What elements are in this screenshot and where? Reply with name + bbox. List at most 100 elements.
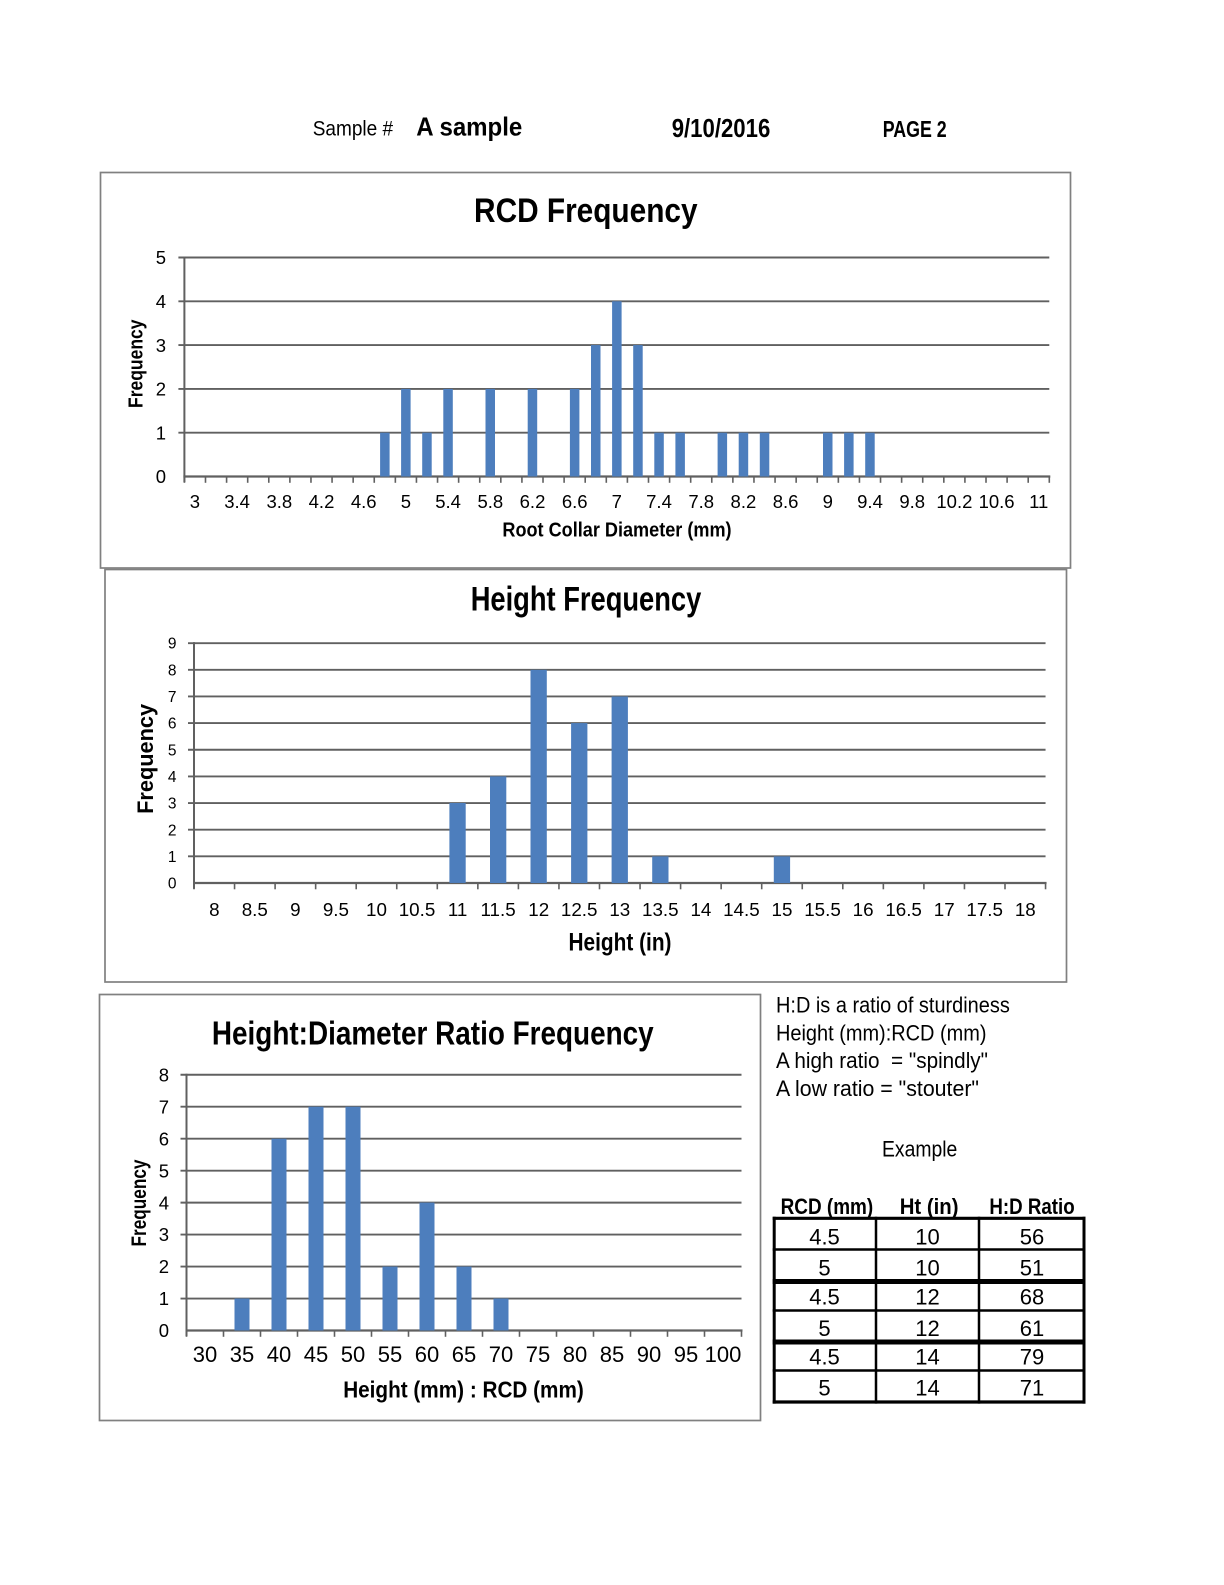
svg-text:A sample: A sample [416,112,522,142]
svg-text:A high ratio = "spindly": A high ratio = "spindly" [776,1048,988,1073]
svg-text:12: 12 [915,1316,939,1341]
svg-text:9: 9 [290,899,300,920]
svg-text:90: 90 [637,1342,661,1367]
svg-text:5.8: 5.8 [477,491,503,512]
svg-text:4.5: 4.5 [809,1285,840,1310]
svg-text:14.5: 14.5 [723,899,760,920]
svg-text:15.5: 15.5 [804,899,841,920]
svg-text:15: 15 [772,899,793,920]
svg-text:13.5: 13.5 [642,899,679,920]
svg-text:Ht (in): Ht (in) [900,1194,959,1219]
svg-text:H:D Ratio: H:D Ratio [989,1194,1074,1219]
svg-text:Height (mm) : RCD (mm): Height (mm) : RCD (mm) [343,1377,584,1403]
svg-text:10.2: 10.2 [936,491,972,512]
svg-text:79: 79 [1020,1345,1044,1370]
svg-text:8: 8 [159,1064,169,1085]
svg-text:11.5: 11.5 [481,899,516,920]
svg-text:71: 71 [1020,1376,1044,1401]
svg-text:12: 12 [528,899,549,920]
svg-text:10.6: 10.6 [979,491,1015,512]
svg-text:7: 7 [159,1096,169,1117]
svg-text:85: 85 [600,1342,624,1367]
svg-text:Frequency: Frequency [133,703,158,814]
svg-text:5: 5 [159,1160,169,1181]
svg-text:11: 11 [448,899,468,920]
svg-text:80: 80 [563,1342,587,1367]
svg-text:50: 50 [341,1342,365,1367]
svg-text:100: 100 [705,1342,742,1367]
svg-text:3: 3 [159,1224,169,1245]
svg-text:5: 5 [401,491,411,512]
svg-text:16.5: 16.5 [885,899,922,920]
svg-text:45: 45 [304,1342,328,1367]
svg-text:30: 30 [193,1342,217,1367]
svg-text:3.8: 3.8 [266,491,292,512]
svg-text:Height Frequency: Height Frequency [471,580,702,618]
svg-text:4.6: 4.6 [351,491,377,512]
svg-text:56: 56 [1020,1225,1044,1250]
svg-text:9/10/2016: 9/10/2016 [672,115,771,143]
svg-text:6.2: 6.2 [520,491,546,512]
svg-text:65: 65 [452,1342,476,1367]
svg-text:14: 14 [915,1376,939,1401]
svg-text:5.4: 5.4 [435,491,461,512]
svg-text:4: 4 [156,291,166,312]
svg-text:55: 55 [378,1342,402,1367]
svg-text:40: 40 [267,1342,291,1367]
svg-text:0: 0 [159,1320,169,1341]
svg-text:8.5: 8.5 [242,899,268,920]
svg-text:4: 4 [168,769,177,786]
svg-text:14: 14 [915,1345,939,1370]
svg-text:16: 16 [853,899,874,920]
svg-text:3.4: 3.4 [224,491,250,512]
svg-text:8.6: 8.6 [773,491,799,512]
svg-text:4.2: 4.2 [309,491,335,512]
svg-text:Height (mm):RCD (mm): Height (mm):RCD (mm) [776,1020,987,1045]
svg-text:10: 10 [915,1256,939,1281]
svg-text:70: 70 [489,1342,513,1367]
svg-text:2: 2 [168,822,177,839]
svg-text:H:D is a ratio of sturdiness: H:D is a ratio of sturdiness [776,992,1010,1017]
svg-text:7.8: 7.8 [688,491,714,512]
svg-text:11: 11 [1029,491,1048,512]
svg-text:5: 5 [156,247,166,268]
svg-text:3: 3 [168,796,177,813]
svg-text:Example: Example [882,1137,957,1162]
svg-text:4: 4 [159,1192,169,1213]
svg-text:60: 60 [415,1342,439,1367]
svg-text:1: 1 [168,849,177,866]
svg-text:6: 6 [159,1128,169,1149]
svg-text:0: 0 [156,466,166,487]
svg-text:6.6: 6.6 [562,491,588,512]
svg-text:10: 10 [915,1225,939,1250]
svg-text:10.5: 10.5 [399,899,436,920]
svg-text:0: 0 [168,876,177,893]
svg-text:3: 3 [156,335,166,356]
svg-text:17: 17 [934,899,955,920]
svg-text:7: 7 [168,689,177,706]
svg-text:68: 68 [1020,1285,1044,1310]
svg-text:5: 5 [168,742,177,759]
svg-text:1: 1 [156,422,166,443]
svg-text:9.8: 9.8 [899,491,925,512]
svg-text:RCD Frequency: RCD Frequency [474,192,698,230]
svg-text:Root Collar Diameter (mm): Root Collar Diameter (mm) [502,519,731,542]
svg-text:8: 8 [209,899,219,920]
svg-text:7.4: 7.4 [646,491,672,512]
svg-text:Height (in): Height (in) [569,928,672,956]
svg-text:Sample #: Sample # [313,117,394,140]
svg-text:Frequency: Frequency [125,319,147,408]
svg-text:1: 1 [159,1288,169,1309]
svg-text:13: 13 [609,899,630,920]
svg-text:75: 75 [526,1342,550,1367]
svg-text:4.5: 4.5 [809,1345,840,1370]
svg-text:7: 7 [612,491,622,512]
svg-text:4.5: 4.5 [809,1225,840,1250]
svg-text:61: 61 [1020,1316,1044,1341]
svg-text:RCD (mm): RCD (mm) [781,1194,874,1219]
svg-text:6: 6 [168,716,177,733]
svg-text:8: 8 [168,662,177,679]
svg-text:5: 5 [818,1316,830,1341]
svg-text:12: 12 [915,1285,939,1310]
svg-text:95: 95 [674,1342,698,1367]
